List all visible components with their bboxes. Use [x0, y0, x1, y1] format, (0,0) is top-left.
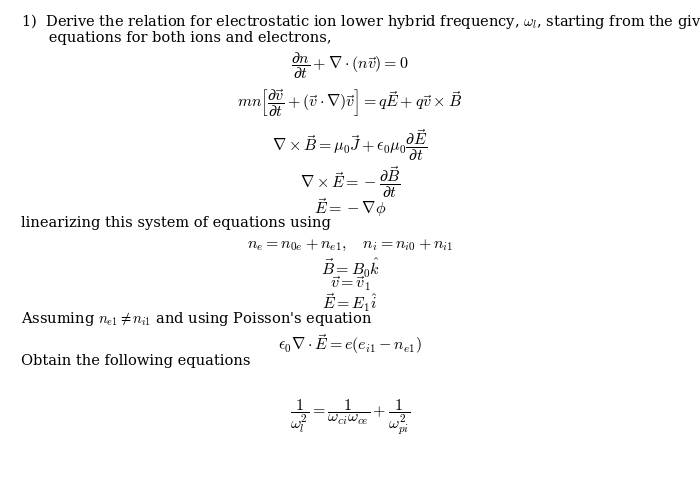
- Text: $\dfrac{1}{\omega_l^2} = \dfrac{1}{\omega_{ci}\omega_{ce}} + \dfrac{1}{\omega_{p: $\dfrac{1}{\omega_l^2} = \dfrac{1}{\omeg…: [290, 396, 410, 436]
- Text: $\nabla \times \vec{E} = -\dfrac{\partial \vec{B}}{\partial t}$: $\nabla \times \vec{E} = -\dfrac{\partia…: [300, 163, 400, 199]
- Text: linearizing this system of equations using: linearizing this system of equations usi…: [21, 216, 331, 230]
- Text: $\vec{E} = E_1\hat{i}$: $\vec{E} = E_1\hat{i}$: [322, 290, 378, 313]
- Text: $\vec{B} = B_0\hat{k}$: $\vec{B} = B_0\hat{k}$: [321, 257, 379, 280]
- Text: $\dfrac{\partial n}{\partial t} + \nabla \cdot (n\vec{v}) = 0$: $\dfrac{\partial n}{\partial t} + \nabla…: [291, 50, 409, 81]
- Text: $\nabla \times \vec{B} = \mu_0\vec{J} + \epsilon_0\mu_0 \dfrac{\partial \vec{E}}: $\nabla \times \vec{B} = \mu_0\vec{J} + …: [272, 127, 428, 163]
- Text: $n_e = n_{0e} + n_{e1}, \quad n_i = n_{i0} + n_{i1}$: $n_e = n_{0e} + n_{e1}, \quad n_i = n_{i…: [247, 235, 453, 252]
- Text: Assuming $n_{e1} \neq n_{i1}$ and using Poisson's equation: Assuming $n_{e1} \neq n_{i1}$ and using …: [21, 310, 372, 327]
- Text: $\vec{v} = \vec{v}_1$: $\vec{v} = \vec{v}_1$: [330, 274, 370, 292]
- Text: $\epsilon_0 \nabla \cdot \vec{E} = e(e_{i1} - n_{e1})$: $\epsilon_0 \nabla \cdot \vec{E} = e(e_{…: [278, 331, 422, 355]
- Text: Obtain the following equations: Obtain the following equations: [21, 353, 251, 367]
- Text: 1)  Derive the relation for electrostatic ion lower hybrid frequency, $\omega_l$: 1) Derive the relation for electrostatic…: [21, 12, 700, 31]
- Text: $\vec{E} = -\nabla\phi$: $\vec{E} = -\nabla\phi$: [314, 196, 386, 219]
- Text: $mn\left[\dfrac{\partial \vec{v}}{\partial t} + (\vec{v} \cdot \nabla)\vec{v}\ri: $mn\left[\dfrac{\partial \vec{v}}{\parti…: [237, 86, 463, 119]
- Text: equations for both ions and electrons,: equations for both ions and electrons,: [21, 31, 332, 45]
